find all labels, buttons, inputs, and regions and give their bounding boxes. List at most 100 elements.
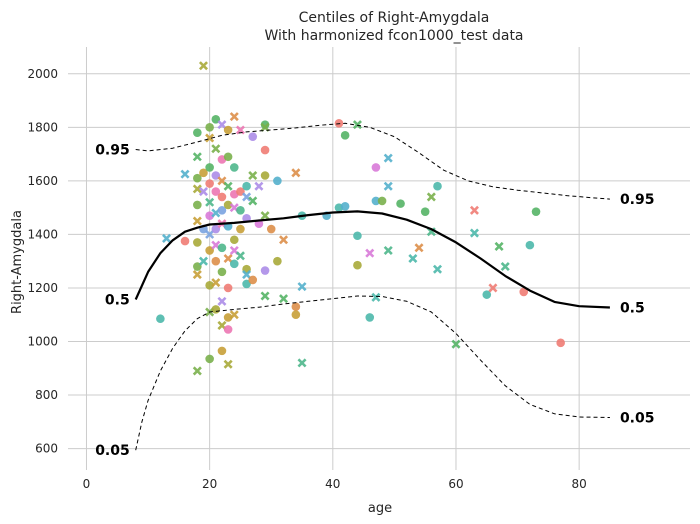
scatter-point-circle [193,200,202,210]
scatter-point-cross [211,278,221,288]
scatter-point-circle [340,201,350,211]
scatter-point-cross [500,262,510,272]
y-tick-label: 1400 [27,227,58,241]
centile-label-end: 0.5 [620,300,645,316]
scatter-point-cross [180,169,190,179]
scatter-point-circle [229,235,239,245]
scatter-point-cross [469,228,479,238]
scatter-point-circle [482,290,492,299]
scatter-point-circle [211,224,221,234]
scatter-point-cross [254,181,264,191]
scatter-point-cross [205,229,215,239]
centile-label-end: 0.05 [620,411,655,427]
scatter-point-cross [297,282,307,292]
scatter-point-circle [205,179,214,188]
scatter-point-cross [242,270,252,280]
scatter-point-circle [291,302,301,311]
scatter-point-circle [420,207,430,216]
scatter-point-circle [353,231,362,241]
centile-label-end: 0.95 [620,192,655,208]
scatter-point-cross [192,184,202,194]
centile-curve-0.95 [135,122,610,200]
scatter-point-circle [242,181,251,191]
y-tick-label: 1000 [27,334,58,348]
scatter-point-circle [223,152,233,162]
scatter-point-cross [279,294,289,304]
y-tick-label: 1200 [27,281,58,295]
scatter-point-circle [205,354,214,364]
chart-subtitle: With harmonized fcon1000_test data [264,28,523,44]
scatter-point-cross [414,243,424,253]
scatter-point-circle [223,125,233,135]
scatter-point-cross [229,310,239,320]
scatter-point-circle [217,243,227,253]
scatter-point-cross [198,61,209,71]
scatter-point-cross [192,270,202,280]
scatter-point-circle [217,346,227,356]
scatter-point-circle [223,325,233,334]
scatter-point-cross [260,291,270,301]
scatter-point-circle [433,181,442,191]
y-tick-label: 1600 [27,174,58,188]
scatter-point-circle [266,224,276,234]
scatter-point-cross [192,216,202,226]
scatter-point-cross [162,233,172,243]
scatter-point-circle [156,314,165,324]
scatter-point-circle [193,238,202,247]
scatter-point-cross [260,211,270,221]
scatter-point-cross [297,358,307,368]
scatter-point-circle [205,163,214,172]
scatter-point-cross [211,144,221,154]
y-tick-label: 600 [35,442,58,456]
scatter-point-circle [211,114,221,124]
scatter-point-circle [193,173,202,183]
scatter-point-cross [352,120,362,130]
scatter-point-circle [217,192,227,202]
scatter-point-cross [383,245,393,255]
scatter-point-cross [198,256,209,266]
scatter-point-cross [469,205,479,215]
scatter-point-circle [229,259,239,269]
scatter-point-circle [205,280,214,290]
centile-label-start: 0.05 [95,443,130,459]
x-tick-label: 60 [448,477,463,491]
centile-label-start: 0.5 [105,292,130,308]
scatter-point-cross [432,264,443,274]
scatter-point-cross [205,133,215,143]
scatter-point-cross [223,181,233,191]
scatter-point-cross [217,120,227,130]
scatter-point-circle [236,206,245,215]
x-axis-label: age [368,501,392,516]
scatter-point-circle [291,310,301,320]
scatter-point-circle [211,256,221,266]
x-tick-label: 80 [572,477,587,491]
centile-label-start: 0.95 [95,143,130,159]
x-tick-label: 40 [325,477,340,491]
scatter-point-circle [531,207,541,216]
scatter-point-circle [273,176,282,186]
scatter-point-cross [235,251,245,261]
scatter-point-cross [383,181,393,191]
scatter-points [156,61,565,376]
y-tick-label: 2000 [27,67,58,81]
scatter-point-circle [556,338,565,348]
scatter-point-circle [377,196,387,206]
scatter-point-circle [199,168,208,178]
grid [68,47,690,470]
scatter-point-cross [192,366,202,376]
scatter-point-circle [217,206,227,215]
x-tick-label: 20 [202,477,217,491]
scatter-point-cross [371,292,381,302]
scatter-point-circle [205,123,214,132]
scatter-point-cross [192,152,202,162]
scatter-point-circle [180,236,190,246]
scatter-point-cross [494,241,504,251]
scatter-point-cross [248,196,258,206]
scatter-point-circle [260,145,270,155]
centile-curve-0.5 [134,210,610,309]
x-tick-labels: 0 20 40 60 80 [83,477,587,491]
scatter-point-circle [223,313,233,322]
scatter-point-circle [193,262,202,271]
scatter-point-circle [260,266,270,275]
